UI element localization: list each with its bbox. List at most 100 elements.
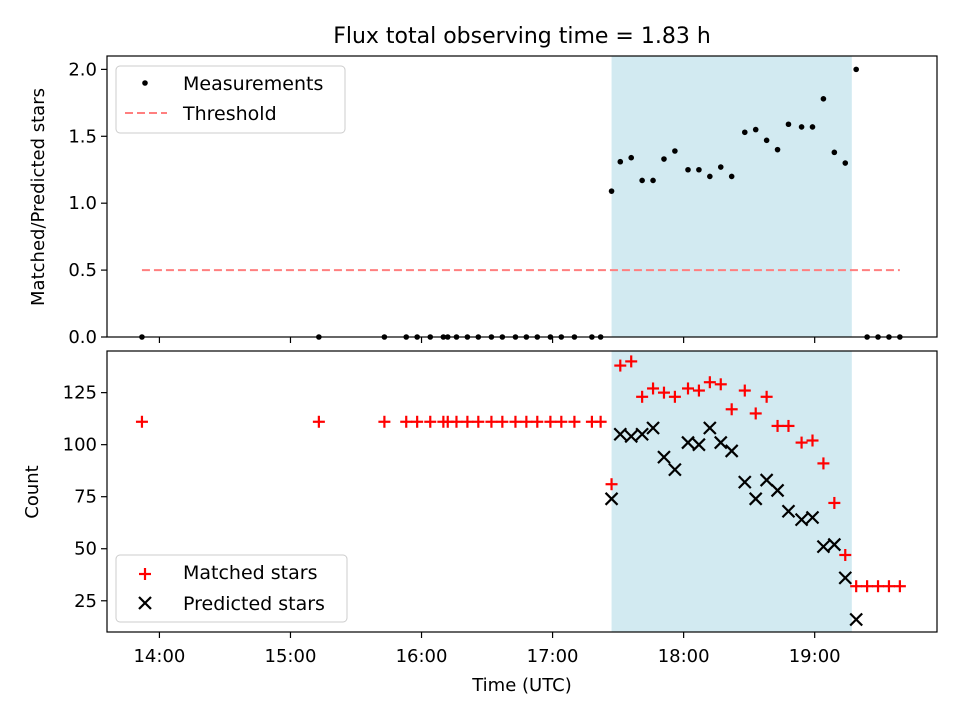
predicted-star-point xyxy=(703,421,717,435)
matched-star-point xyxy=(882,580,895,593)
bottom-panel-frame xyxy=(106,350,938,633)
matched-star-point xyxy=(668,390,681,403)
y-tick-label: 1.0 xyxy=(68,193,97,214)
measurement-point xyxy=(763,137,770,144)
matched-star-point xyxy=(424,415,437,428)
matched-star-point xyxy=(461,415,474,428)
matched-star-point xyxy=(485,415,498,428)
predicted-star-point xyxy=(713,435,728,450)
predicted-star-point xyxy=(724,444,739,458)
legend-box xyxy=(115,65,346,134)
y-tick-label: 100 xyxy=(63,435,97,456)
predicted-star-point xyxy=(604,492,619,506)
predicted-star-point xyxy=(827,537,842,552)
measurement-point xyxy=(853,66,859,73)
measurement-point xyxy=(842,160,849,166)
measurement-point xyxy=(696,166,702,173)
top-panel-legend: Measurements Threshold xyxy=(115,65,346,134)
matched-star-point xyxy=(568,415,581,428)
matched-star-point xyxy=(647,382,660,395)
legend-box xyxy=(115,554,348,623)
predicted-star-point xyxy=(838,571,853,585)
matched-star-point xyxy=(738,384,751,397)
measurement-point xyxy=(741,129,748,136)
matched-star-point xyxy=(450,415,463,428)
matched-star-point xyxy=(817,457,830,470)
top-panel: 0.00.51.01.52.0 Matched/Predicted stars … xyxy=(28,55,938,348)
top-panel-y-ticks: 0.0 0.5 1.0 1.5 2.0 xyxy=(68,59,107,348)
x-axis-label: Time (UTC) xyxy=(471,675,572,696)
x-tick-label: 18:00 xyxy=(658,646,710,667)
top-panel-x-ticks xyxy=(158,337,816,343)
legend-predicted-label: Predicted stars xyxy=(183,593,325,615)
measurement-point xyxy=(728,173,735,180)
legend-measurements-marker xyxy=(142,80,148,86)
y-tick-label: 2.0 xyxy=(68,59,97,80)
matched-star-point xyxy=(378,415,391,428)
predicted-star-point xyxy=(805,510,820,525)
matched-star-point xyxy=(795,436,808,449)
predicted-star-point xyxy=(748,492,763,506)
matched-star-point xyxy=(806,434,819,447)
top-panel-shaded-interval xyxy=(611,56,852,337)
predicted-star-point xyxy=(624,429,638,444)
matched-star-point xyxy=(544,415,557,428)
top-panel-y-label: Matched/Predicted stars xyxy=(28,88,49,306)
bottom-panel: 25 50 75 100 125 14:00 15:00 16:00 17:00 18:00 19… xyxy=(22,350,938,667)
measurement-point xyxy=(650,177,656,184)
x-tick-label: 16:00 xyxy=(396,646,448,667)
x-tick-label: 15:00 xyxy=(265,646,317,667)
bottom-panel-x-ticks: 14:00 15:00 16:00 17:00 18:00 19:00 xyxy=(133,632,841,667)
measurement-point xyxy=(707,173,713,180)
y-tick-label: 50 xyxy=(74,539,97,560)
matched-star-point xyxy=(682,382,694,395)
matched-star-point xyxy=(625,355,638,368)
legend-measurements-label: Measurements xyxy=(183,73,323,95)
top-panel-frame xyxy=(106,55,938,338)
bottom-panel-y-ticks: 25 50 75 100 125 xyxy=(63,383,107,612)
measurement-point xyxy=(831,149,838,156)
bottom-panel-shaded-interval xyxy=(611,351,852,632)
matched-star-point xyxy=(400,415,413,428)
measurement-point xyxy=(661,156,667,162)
matched-star-point xyxy=(531,415,544,428)
bottom-panel-legend: Matched stars Predicted stars xyxy=(115,554,348,623)
y-tick-label: 25 xyxy=(74,591,97,612)
predicted-star-point xyxy=(849,612,863,627)
top-panel-plot-area xyxy=(139,66,903,340)
legend-threshold-label: Threshold xyxy=(182,103,277,125)
matched-star-point xyxy=(135,415,148,428)
matched-star-point xyxy=(839,548,852,561)
legend-predicted-marker xyxy=(138,596,152,610)
matched-star-point xyxy=(692,384,705,397)
x-tick-label: 17:00 xyxy=(527,646,579,667)
measurement-point xyxy=(628,154,635,161)
matched-star-point xyxy=(893,580,906,593)
matched-star-point xyxy=(411,415,424,428)
matched-star-point xyxy=(714,378,727,391)
matched-star-point xyxy=(614,359,627,372)
predicted-star-point xyxy=(668,462,682,477)
matched-star-point xyxy=(749,407,762,420)
predicted-star-point xyxy=(738,475,752,489)
predicted-star-point xyxy=(613,427,628,442)
predicted-star-point xyxy=(646,421,660,435)
predicted-star-point xyxy=(781,504,796,519)
matched-star-point xyxy=(861,580,874,593)
predicted-star-point xyxy=(681,435,695,450)
matched-star-point xyxy=(509,415,522,428)
bottom-panel-plot-area xyxy=(135,355,906,627)
chart-title: Flux total observing time = 1.83 h xyxy=(333,24,711,49)
y-tick-label: 1.5 xyxy=(68,126,97,147)
measurement-point xyxy=(798,124,805,130)
y-tick-label: 0.0 xyxy=(68,327,97,348)
measurement-point xyxy=(774,146,781,153)
measurement-point xyxy=(639,177,645,184)
measurement-point xyxy=(752,126,759,133)
matched-star-point xyxy=(771,419,784,432)
y-tick-label: 0.5 xyxy=(68,260,97,281)
measurement-point xyxy=(617,158,624,165)
predicted-star-point xyxy=(794,512,809,527)
matched-star-point xyxy=(605,478,618,491)
